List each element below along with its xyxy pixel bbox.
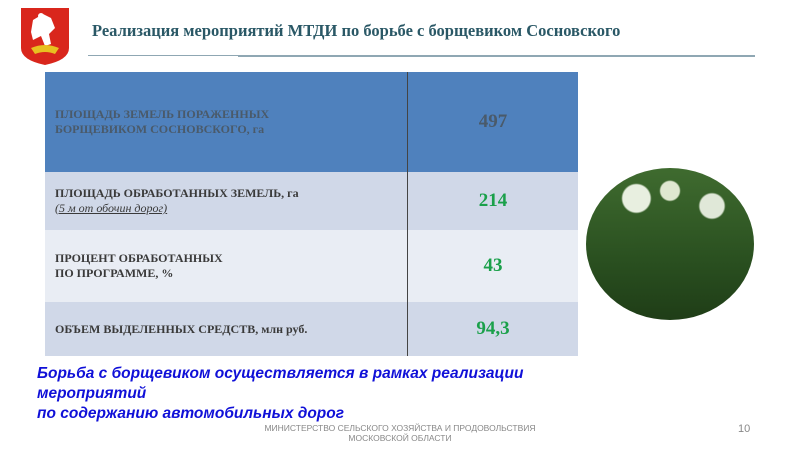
table-row: ПЛОЩАДЬ ОБРАБОТАННЫХ ЗЕМЕЛЬ, га (5 м от о…	[45, 172, 578, 230]
row-label: ОБЪЕМ ВЫДЕЛЕННЫХ СРЕДСТВ, млн руб.	[55, 321, 308, 336]
footer-ministry: МИНИСТЕРСТВО СЕЛЬСКОГО ХОЗЯЙСТВА И ПРОДО…	[264, 423, 536, 443]
row-label: ПЛОЩАДЬ ОБРАБОТАННЫХ ЗЕМЕЛЬ, га (5 м от о…	[55, 186, 299, 215]
page-number: 10	[738, 423, 751, 435]
row-value: 497	[407, 72, 578, 172]
stats-table: ПЛОЩАДЬ ЗЕМЕЛЬ ПОРАЖЕННЫХ БОРЩЕВИКОМ СОСН…	[45, 72, 578, 356]
row-label: ПРОЦЕНТ ОБРАБОТАННЫХ ПО ПРОГРАММЕ, %	[55, 251, 223, 280]
title-divider-accent	[238, 56, 755, 57]
row-value: 43	[407, 230, 578, 302]
hogweed-photo	[586, 168, 754, 320]
row-value: 214	[407, 172, 578, 230]
table-row: ОБЪЕМ ВЫДЕЛЕННЫХ СРЕДСТВ, млн руб. 94,3	[45, 302, 578, 356]
coat-of-arms-logo	[19, 6, 71, 66]
table-row: ПРОЦЕНТ ОБРАБОТАННЫХ ПО ПРОГРАММЕ, % 43	[45, 230, 578, 302]
table-row: ПЛОЩАДЬ ЗЕМЕЛЬ ПОРАЖЕННЫХ БОРЩЕВИКОМ СОСН…	[45, 72, 578, 172]
row-label: ПЛОЩАДЬ ЗЕМЕЛЬ ПОРАЖЕННЫХ БОРЩЕВИКОМ СОСН…	[55, 107, 270, 136]
note-text: Борьба с борщевиком осуществляется в рам…	[37, 365, 524, 422]
title-divider	[88, 55, 755, 56]
page-title: Реализация мероприятий МТДИ по борьбе с …	[92, 21, 621, 40]
row-value: 94,3	[407, 302, 578, 356]
